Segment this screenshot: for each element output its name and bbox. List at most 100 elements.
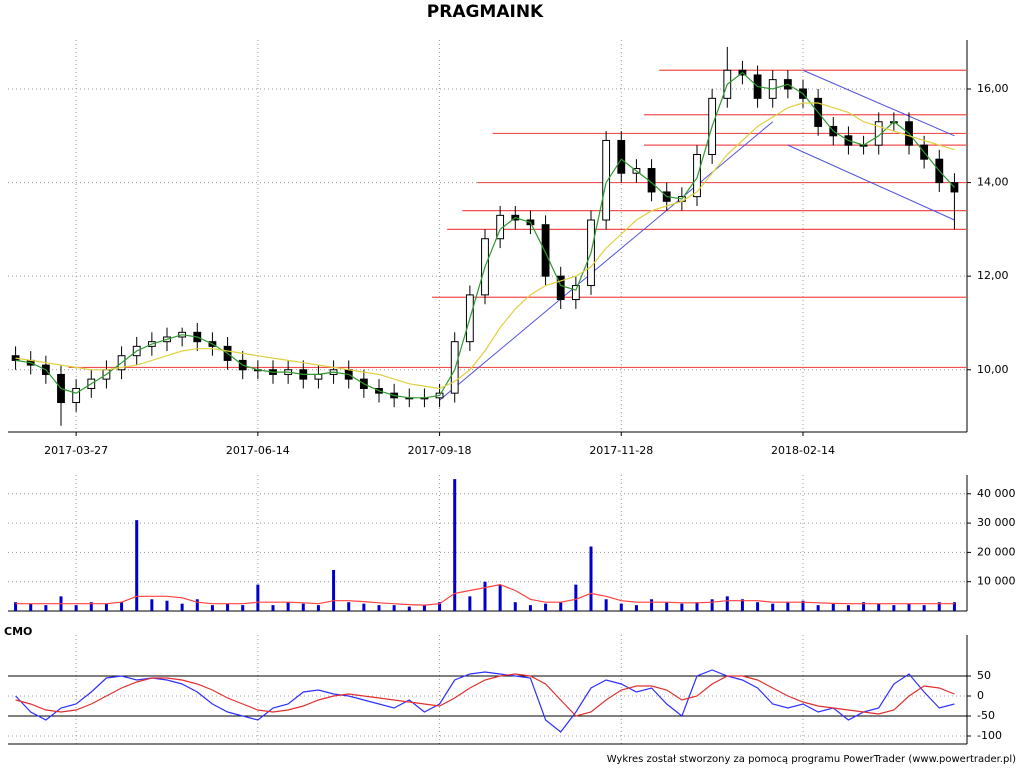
candle-body (72, 387, 81, 404)
moving-average (15, 71, 955, 399)
candle-body (617, 139, 626, 174)
volume-bar (877, 603, 881, 611)
volume-bar (952, 602, 956, 611)
volume-bar (468, 596, 472, 611)
volume-bar (135, 520, 139, 611)
y-tick-label: 20 000 (977, 545, 1016, 558)
chart-title: PRAGMAINK (427, 2, 544, 22)
volume-bar (574, 584, 578, 611)
x-tick-label: 2017-09-18 (408, 444, 472, 457)
volume-bar (513, 602, 517, 611)
volume-bar (922, 605, 926, 611)
volume-bar (498, 584, 502, 611)
x-tick-label: 2017-06-14 (226, 444, 290, 457)
trend-line (439, 121, 774, 401)
volume-bar (407, 606, 411, 611)
volume-bar (332, 569, 336, 611)
volume-bar (165, 600, 169, 611)
volume-bar (816, 605, 820, 611)
volume-bar (422, 605, 426, 611)
volume-bar (665, 602, 669, 611)
candle-body (693, 154, 701, 198)
volume-bar (271, 605, 275, 611)
volume-bar (589, 546, 593, 611)
volume-bar (786, 602, 790, 611)
volume-bar (650, 599, 654, 611)
volume-bar (619, 603, 623, 611)
volume-bar (740, 599, 744, 611)
cmo-line (15, 669, 955, 733)
volume-bar (29, 603, 33, 611)
x-tick-label: 2017-03-27 (44, 444, 108, 457)
y-tick-label: 10,00 (977, 363, 1009, 376)
candle-body (602, 139, 611, 221)
x-tick-label: 2018-02-14 (771, 444, 835, 457)
volume-bar (604, 599, 608, 611)
y-tick-label: 16,00 (977, 82, 1009, 95)
y-tick-label: -50 (977, 709, 995, 722)
volume-bar (831, 603, 835, 611)
volume-bar (104, 603, 108, 611)
y-tick-label: 14,00 (977, 176, 1009, 189)
volume-bar (150, 599, 154, 611)
volume-bar (120, 602, 124, 611)
volume-bar (846, 605, 850, 611)
y-tick-label: 30 000 (977, 516, 1016, 529)
y-tick-label: 50 (977, 669, 991, 682)
volume-bar (210, 605, 214, 611)
volume-bar (695, 602, 699, 611)
volume-bar (74, 605, 78, 611)
volume-bar (892, 605, 896, 611)
volume-bar (301, 603, 305, 611)
volume-bar (544, 603, 548, 611)
y-tick-label: 12,00 (977, 269, 1009, 282)
volume-bar (634, 605, 638, 611)
volume-bar (771, 603, 775, 611)
volume-bar (801, 600, 805, 611)
cmo-line (15, 673, 955, 717)
y-tick-label: 0 (977, 689, 984, 702)
candle-body (541, 224, 550, 277)
moving-average (15, 102, 955, 390)
volume-bar (483, 581, 487, 611)
volume-bar (226, 603, 230, 611)
x-tick-label: 2017-11-28 (589, 444, 653, 457)
y-tick-label: 10 000 (977, 575, 1016, 588)
y-tick-label: -100 (977, 729, 1002, 742)
volume-bar (347, 602, 351, 611)
trend-line (802, 69, 955, 137)
volume-bar (710, 599, 714, 611)
volume-bar (392, 605, 396, 611)
volume-bar (559, 602, 563, 611)
volume-bar (241, 605, 245, 611)
volume-bar (907, 603, 911, 611)
candle-body (571, 285, 580, 301)
volume-bar (14, 602, 18, 611)
volume-bar (195, 599, 199, 611)
volume-bar (286, 602, 290, 611)
volume-bar (725, 596, 729, 611)
volume-bar (453, 479, 457, 611)
footer: Wykres został stworzony za pomocą progra… (607, 754, 1016, 765)
candle-body (314, 373, 323, 380)
volume-bar (44, 605, 48, 611)
volume-bar (180, 603, 184, 611)
candle-body (556, 275, 565, 301)
volume-bar (680, 603, 684, 611)
volume-average (15, 583, 955, 606)
volume-bar (862, 602, 866, 611)
panel-title: CMO (4, 625, 32, 638)
volume-bar (937, 602, 941, 611)
y-tick-label: 40 000 (977, 487, 1016, 500)
volume-bar (256, 584, 260, 611)
volume-bar (528, 605, 532, 611)
volume-bar (316, 605, 320, 611)
volume-bar (756, 602, 760, 611)
volume-bar (377, 605, 381, 611)
volume-bar (362, 603, 366, 611)
volume-bar (89, 602, 93, 611)
volume-bar (438, 602, 442, 611)
candle-body (450, 341, 459, 394)
